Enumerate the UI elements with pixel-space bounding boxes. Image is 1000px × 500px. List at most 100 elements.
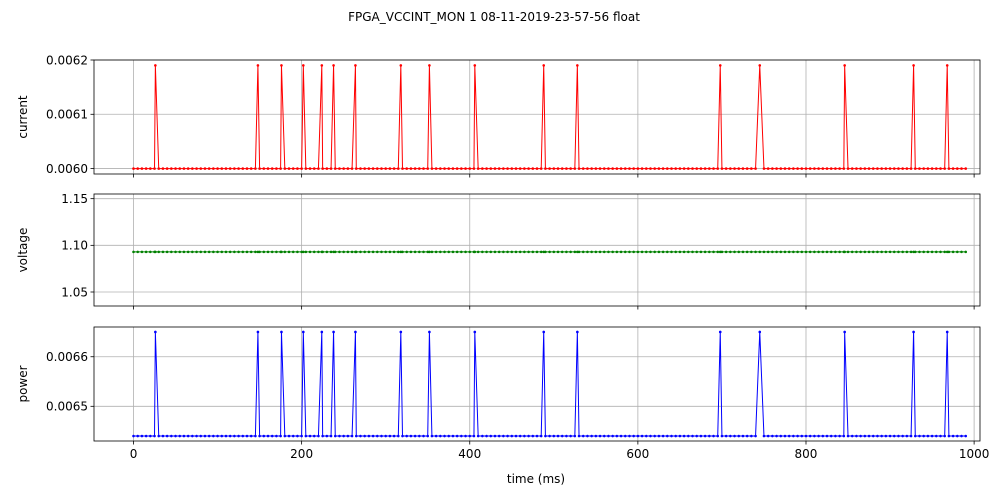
data-point	[472, 167, 476, 170]
data-point	[926, 167, 930, 170]
data-point	[308, 167, 312, 170]
data-point	[321, 250, 324, 254]
data-point	[191, 434, 194, 438]
data-point	[300, 434, 303, 438]
data-point	[653, 167, 656, 170]
data-point	[838, 167, 841, 170]
data-point	[628, 167, 631, 170]
data-point	[154, 330, 157, 334]
data-point	[359, 167, 362, 170]
data-point	[657, 167, 661, 170]
data-point	[859, 167, 862, 170]
data-point	[191, 250, 194, 254]
data-point	[703, 250, 707, 254]
data-point	[539, 250, 543, 254]
data-point	[497, 250, 501, 254]
data-point	[228, 250, 232, 254]
x-tick-label: 1000	[959, 447, 990, 461]
data-point	[576, 64, 579, 67]
data-point	[804, 250, 808, 254]
data-point	[951, 167, 955, 170]
data-point	[174, 434, 177, 438]
data-point	[678, 434, 682, 438]
data-point	[510, 434, 514, 438]
data-point	[657, 250, 661, 254]
data-point	[611, 250, 614, 254]
data-point	[817, 167, 820, 170]
data-point	[302, 250, 305, 254]
data-point	[178, 167, 182, 170]
data-point	[708, 434, 711, 438]
data-point	[573, 250, 577, 254]
data-point	[447, 250, 451, 254]
data-point	[813, 167, 816, 170]
data-point	[329, 250, 333, 254]
data-point	[804, 167, 808, 170]
data-point	[140, 250, 144, 254]
data-point	[943, 167, 946, 170]
data-point	[792, 434, 795, 438]
data-point	[317, 250, 320, 254]
data-point	[733, 250, 736, 254]
data-point	[320, 330, 324, 334]
data-point	[699, 250, 703, 254]
data-point	[855, 167, 858, 170]
data-point	[497, 434, 501, 438]
data-point	[670, 250, 673, 254]
y-tick-label: 1.15	[61, 192, 88, 206]
data-point	[943, 250, 946, 254]
data-point	[443, 250, 446, 254]
data-point	[808, 250, 812, 254]
data-point	[157, 434, 161, 438]
data-point	[913, 250, 917, 254]
data-point	[628, 434, 631, 438]
data-point	[945, 64, 949, 67]
panel-current: 0.0060 0.0061 0.0062 current	[16, 53, 981, 178]
data-point	[346, 250, 350, 254]
data-point	[716, 167, 720, 170]
data-point	[718, 330, 722, 334]
data-point	[909, 167, 913, 170]
data-point	[254, 250, 257, 254]
data-point	[560, 167, 564, 170]
data-point	[758, 250, 762, 254]
data-point	[363, 250, 366, 254]
data-point	[430, 250, 434, 254]
data-point	[892, 250, 896, 254]
data-point	[523, 434, 526, 438]
data-point	[241, 250, 245, 254]
data-point	[473, 250, 477, 254]
data-point	[182, 250, 186, 254]
data-point	[460, 250, 463, 254]
data-point	[867, 250, 871, 254]
data-point	[876, 167, 879, 170]
data-point	[548, 434, 551, 438]
data-point	[203, 250, 207, 254]
data-point	[775, 167, 778, 170]
data-point	[346, 167, 350, 170]
data-point	[892, 167, 896, 170]
data-point	[237, 250, 240, 254]
data-point	[796, 434, 799, 438]
data-point	[371, 167, 375, 170]
data-point	[901, 250, 904, 254]
data-point	[485, 434, 488, 438]
data-point	[779, 167, 783, 170]
data-point	[170, 434, 173, 438]
data-point	[409, 250, 413, 254]
data-point	[665, 434, 669, 438]
data-point	[892, 434, 896, 438]
data-point	[594, 434, 598, 438]
y-tick-label: 0.0066	[46, 350, 88, 364]
data-point	[434, 167, 438, 170]
data-point	[842, 434, 846, 438]
data-point	[405, 167, 409, 170]
data-point	[186, 250, 190, 254]
data-point	[136, 250, 140, 254]
data-point	[401, 434, 404, 438]
y-tick-label: 0.0062	[46, 53, 88, 67]
data-point	[136, 167, 140, 170]
data-point	[287, 250, 291, 254]
data-point	[607, 250, 610, 254]
data-point	[565, 434, 568, 438]
